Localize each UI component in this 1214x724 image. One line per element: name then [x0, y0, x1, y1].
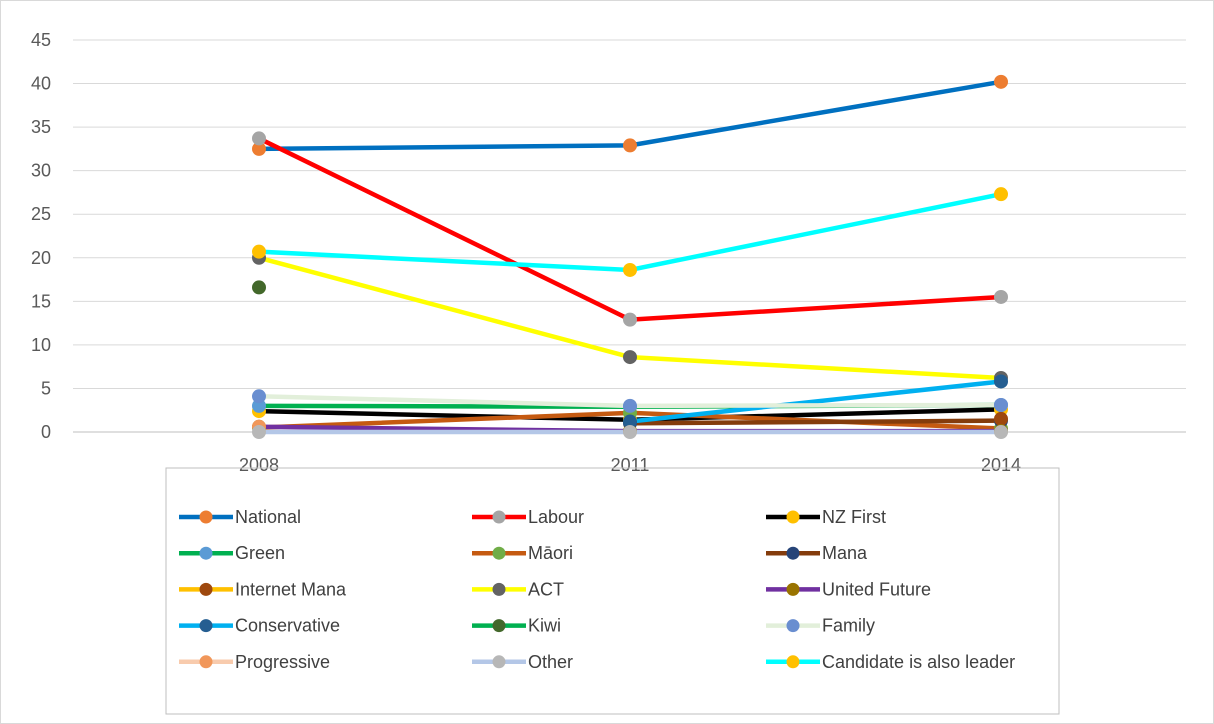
data-point-family: [252, 389, 266, 404]
data-point-other: [623, 425, 637, 439]
legend-item-conservative: Conservative: [179, 616, 340, 636]
legend-swatch-marker: [786, 546, 800, 560]
y-tick-label: 25: [31, 204, 51, 224]
legend-item-nz-first: NZ First: [766, 507, 886, 527]
y-tick-label: 40: [31, 74, 51, 94]
legend-swatch-marker: [199, 582, 213, 596]
y-tick-label: 10: [31, 335, 51, 355]
series-line-mana: [629, 418, 1002, 426]
legend-swatch-marker: [786, 510, 800, 524]
series-markers: [252, 74, 1008, 439]
legend-item-kiwi: Kiwi: [472, 616, 561, 636]
data-point-national: [623, 138, 637, 153]
series-line-conservative: [629, 379, 1002, 424]
legend-swatch-marker: [492, 510, 506, 524]
legend-item-progressive: Progressive: [179, 652, 330, 672]
legend-swatch-marker: [786, 619, 800, 633]
data-point-national: [994, 74, 1008, 89]
legend-swatch-marker: [492, 655, 506, 669]
gridlines: [73, 39, 1186, 433]
legend-swatch-marker: [492, 546, 506, 560]
series-line-candidate-is-also-leader: [258, 191, 1002, 273]
data-point-family: [994, 397, 1008, 412]
y-tick-label: 45: [31, 30, 51, 50]
legend-label: Family: [822, 616, 875, 636]
y-tick-label: 0: [41, 422, 51, 442]
legend-item-act: ACT: [472, 579, 564, 599]
legend-item-candidate-is-also-leader: Candidate is also leader: [766, 652, 1015, 672]
data-point-other: [994, 425, 1008, 439]
legend-item-mana: Mana: [766, 543, 868, 563]
legend-swatch-marker: [199, 655, 213, 669]
data-point-other: [252, 425, 266, 439]
legend-item-other: Other: [472, 652, 573, 672]
data-point-conservative: [994, 374, 1008, 389]
data-point-internet-mana: [994, 411, 1008, 426]
legend-item-green: Green: [179, 543, 285, 563]
y-tick-label: 20: [31, 248, 51, 268]
legend-swatch-marker: [786, 655, 800, 669]
legend-swatch-marker: [786, 582, 800, 596]
legend-label: Internet Mana: [235, 579, 347, 599]
legend-swatch-marker: [199, 619, 213, 633]
data-point-labour: [623, 312, 637, 327]
legend-box: [165, 467, 1060, 715]
legend-label: Kiwi: [528, 616, 561, 636]
legend: National Labour NZ First Green Māori Mana Inte…: [179, 507, 1015, 672]
legend-label: Progressive: [235, 652, 330, 672]
series-line-labour: [258, 136, 1002, 322]
legend-item-internet-mana: Internet Mana: [179, 579, 347, 599]
data-point-family: [623, 398, 637, 413]
data-point-act: [623, 350, 637, 365]
legend-label: Candidate is also leader: [822, 652, 1015, 672]
x-axis-ticks: 2008 2011 2014: [239, 455, 1021, 475]
x-tick-label: 2008: [239, 455, 279, 475]
legend-swatch-marker: [492, 619, 506, 633]
data-point-candidate-is-also-leader: [994, 187, 1008, 202]
data-point-labour: [252, 131, 266, 146]
series-lines: [258, 79, 1002, 435]
y-tick-label: 5: [41, 378, 51, 398]
legend-label: Labour: [528, 507, 584, 527]
legend-label: Conservative: [235, 616, 340, 636]
legend-item-united-future: United Future: [766, 579, 931, 599]
legend-label: Māori: [528, 543, 573, 563]
legend-item-family: Family: [766, 616, 875, 636]
x-tick-label: 2011: [611, 455, 650, 475]
legend-item-maori: Māori: [472, 543, 573, 563]
x-tick-label: 2014: [981, 455, 1021, 475]
legend-swatch-marker: [492, 582, 506, 596]
y-tick-label: 30: [31, 161, 51, 181]
legend-label: Mana: [822, 543, 868, 563]
legend-swatch-marker: [199, 546, 213, 560]
data-point-kiwi: [252, 280, 266, 295]
data-point-labour: [994, 289, 1008, 304]
data-point-candidate-is-also-leader: [623, 262, 637, 277]
legend-label: Other: [528, 652, 573, 672]
y-axis-ticks: 0 5 10 15 20 25 30 35 40 45: [31, 30, 51, 442]
data-point-candidate-is-also-leader: [252, 244, 266, 259]
legend-label: Green: [235, 543, 285, 563]
y-tick-label: 35: [31, 117, 51, 137]
legend-label: National: [235, 507, 301, 527]
legend-swatch-marker: [199, 510, 213, 524]
legend-item-labour: Labour: [472, 507, 584, 527]
legend-item-national: National: [179, 507, 301, 527]
legend-label: NZ First: [822, 507, 886, 527]
legend-label: ACT: [528, 579, 564, 599]
legend-label: United Future: [822, 579, 931, 599]
y-tick-label: 15: [31, 291, 51, 311]
